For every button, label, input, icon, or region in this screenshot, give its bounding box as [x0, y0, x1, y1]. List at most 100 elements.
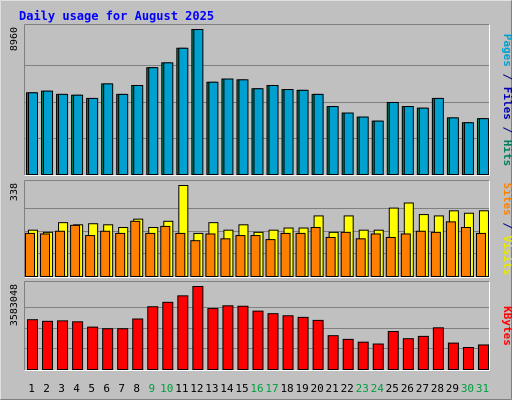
- visits_panel-sites-bar-day-15: [235, 235, 246, 277]
- day-label-3: 3: [58, 382, 65, 395]
- visits_panel-sites-bar-day-25: [385, 236, 396, 277]
- hits_panel-pages-bar-day-15: [238, 79, 249, 175]
- kbytes_panel-side-label: KBytes: [501, 306, 512, 346]
- kbytes_panel-side-label-part-0: KBytes: [501, 306, 512, 346]
- hits_panel-pages-bar-day-2: [43, 90, 54, 175]
- hits_panel-side-label-part-4: Hits: [501, 140, 512, 167]
- kbytes_panel-kbytes-bar-day-18: [282, 315, 294, 371]
- visits_panel-max-label: 338: [9, 183, 20, 201]
- day-label-4: 4: [73, 382, 80, 395]
- visits_panel-sites-bar-day-20: [310, 227, 321, 277]
- kbytes_panel-max-label: 3583048: [9, 284, 20, 326]
- hits_panel-pages-bar-day-9: [148, 67, 159, 175]
- kbytes_panel-kbytes-bar-day-16: [252, 310, 264, 371]
- day-label-2: 2: [43, 382, 50, 395]
- day-label-24: 24: [371, 382, 385, 395]
- hits_panel-pages-bar-day-26: [403, 106, 414, 175]
- visits_panel-sites-bar-day-7: [115, 232, 126, 278]
- kbytes_panel-kbytes-bar-day-25: [387, 331, 399, 371]
- visits_panel-sites-bar-day-21: [325, 236, 336, 277]
- hits_panel-pages-bar-day-10: [163, 62, 174, 176]
- kbytes_panel-kbytes-bar-day-14: [222, 305, 234, 370]
- visits_panel-sites-bar-day-18: [280, 232, 291, 278]
- visits_panel-side-label-part-2: Visits: [501, 236, 512, 276]
- hits_panel-side-label-part-3: /: [501, 120, 512, 140]
- kbytes_panel-kbytes-bar-day-2: [42, 320, 54, 371]
- visits_panel-side-label-part-1: /: [501, 216, 512, 236]
- day-label-16: 16: [250, 382, 263, 395]
- kbytes_panel-kbytes-bar-day-30: [462, 346, 474, 370]
- day-label-8: 8: [133, 382, 140, 395]
- hits_panel-pages-bar-day-22: [343, 112, 354, 175]
- hits_panel-pages-bar-day-3: [58, 93, 69, 175]
- chart-title: Daily usage for August 2025: [19, 9, 214, 23]
- visits_panel-sites-bar-day-9: [145, 232, 156, 278]
- kbytes_panel-kbytes-bar-day-3: [57, 320, 69, 371]
- day-label-31: 31: [476, 382, 489, 395]
- kbytes_panel-kbytes-bar-day-31: [477, 344, 489, 371]
- kbytes_panel-kbytes-bar-day-17: [267, 313, 279, 370]
- hits_panel-pages-bar-day-31: [478, 118, 489, 175]
- kbytes_panel-kbytes-bar-day-6: [102, 328, 114, 371]
- visits_panel-sites-bar-day-27: [415, 230, 426, 277]
- visits_panel-sites-bar-day-29: [445, 221, 456, 278]
- kbytes_panel-kbytes-bar-day-28: [432, 327, 444, 370]
- kbytes_panel-kbytes-bar-day-29: [447, 342, 459, 370]
- hits_panel-side-label-part-1: /: [501, 67, 512, 87]
- visits_panel-sites-bar-day-13: [205, 233, 216, 277]
- day-label-15: 15: [235, 382, 248, 395]
- kbytes_panel-kbytes-bar-day-12: [192, 286, 204, 370]
- day-label-18: 18: [280, 382, 293, 395]
- day-label-17: 17: [265, 382, 278, 395]
- visits_panel-sites-bar-day-10: [160, 225, 171, 278]
- kbytes_panel-kbytes-bar-day-22: [342, 338, 354, 371]
- hits_panel-pages-bar-day-29: [448, 117, 459, 175]
- day-label-12: 12: [190, 382, 203, 395]
- hits_panel-pages-bar-day-23: [358, 116, 369, 175]
- hits_panel-pages-bar-day-8: [133, 84, 144, 175]
- day-label-19: 19: [295, 382, 308, 395]
- hits_panel-pages-bar-day-13: [208, 81, 219, 175]
- visits_panel-side-label: Sites / Visits: [501, 183, 512, 276]
- day-label-9: 9: [148, 382, 155, 395]
- day-label-6: 6: [103, 382, 110, 395]
- visits_panel-sites-bar-day-8: [130, 220, 141, 277]
- hits_panel-pages-bar-day-25: [388, 101, 399, 175]
- hits_panel-pages-bar-day-5: [88, 97, 99, 175]
- day-label-29: 29: [446, 382, 459, 395]
- visits_panel-sites-bar-day-4: [70, 224, 81, 278]
- visits_panel-sites-bar-day-22: [340, 231, 351, 278]
- kbytes_panel-kbytes-bar-day-10: [162, 301, 174, 371]
- hits_panel-pages-bar-day-18: [283, 89, 294, 175]
- hits_panel-pages-bar-day-16: [253, 88, 264, 175]
- kbytes_panel-kbytes-bar-day-1: [27, 319, 38, 371]
- hits_panel-pages-bar-day-30: [463, 122, 474, 175]
- kbytes_panel-kbytes-bar-day-19: [297, 316, 309, 371]
- kbytes_panel-kbytes-bar-day-15: [237, 305, 249, 371]
- hits_panel-side-label-part-0: Pages: [501, 34, 512, 67]
- hits_panel-pages-bar-day-19: [298, 89, 309, 175]
- day-label-11: 11: [175, 382, 188, 395]
- kbytes_panel-kbytes-bar-day-23: [357, 341, 369, 371]
- hits_panel-side-label-part-2: Files: [501, 87, 512, 120]
- visits_panel-sites-bar-day-3: [55, 230, 66, 277]
- hits_panel-pages-bar-day-28: [433, 97, 444, 175]
- visits_panel-sites-bar-day-11: [175, 232, 186, 278]
- visits_panel-sites-bar-day-31: [475, 232, 486, 278]
- day-label-22: 22: [341, 382, 354, 395]
- visits_panel-sites-bar-day-28: [430, 231, 441, 278]
- day-label-23: 23: [356, 382, 369, 395]
- hits_panel-pages-bar-day-24: [373, 120, 384, 176]
- hits_panel-max-label: 8960: [9, 27, 20, 51]
- visits_panel-sites-bar-day-19: [295, 232, 306, 278]
- day-label-14: 14: [220, 382, 234, 395]
- kbytes_panel-kbytes-bar-day-7: [117, 328, 129, 371]
- kbytes_panel-kbytes-bar-day-26: [402, 338, 414, 371]
- visits_panel-sites-bar-day-24: [370, 233, 381, 277]
- visits_panel-sites-bar-day-14: [220, 238, 231, 277]
- day-label-25: 25: [386, 382, 399, 395]
- visits_panel-sites-bar-day-30: [460, 227, 471, 277]
- visits_panel-sites-bar-day-1: [25, 232, 35, 278]
